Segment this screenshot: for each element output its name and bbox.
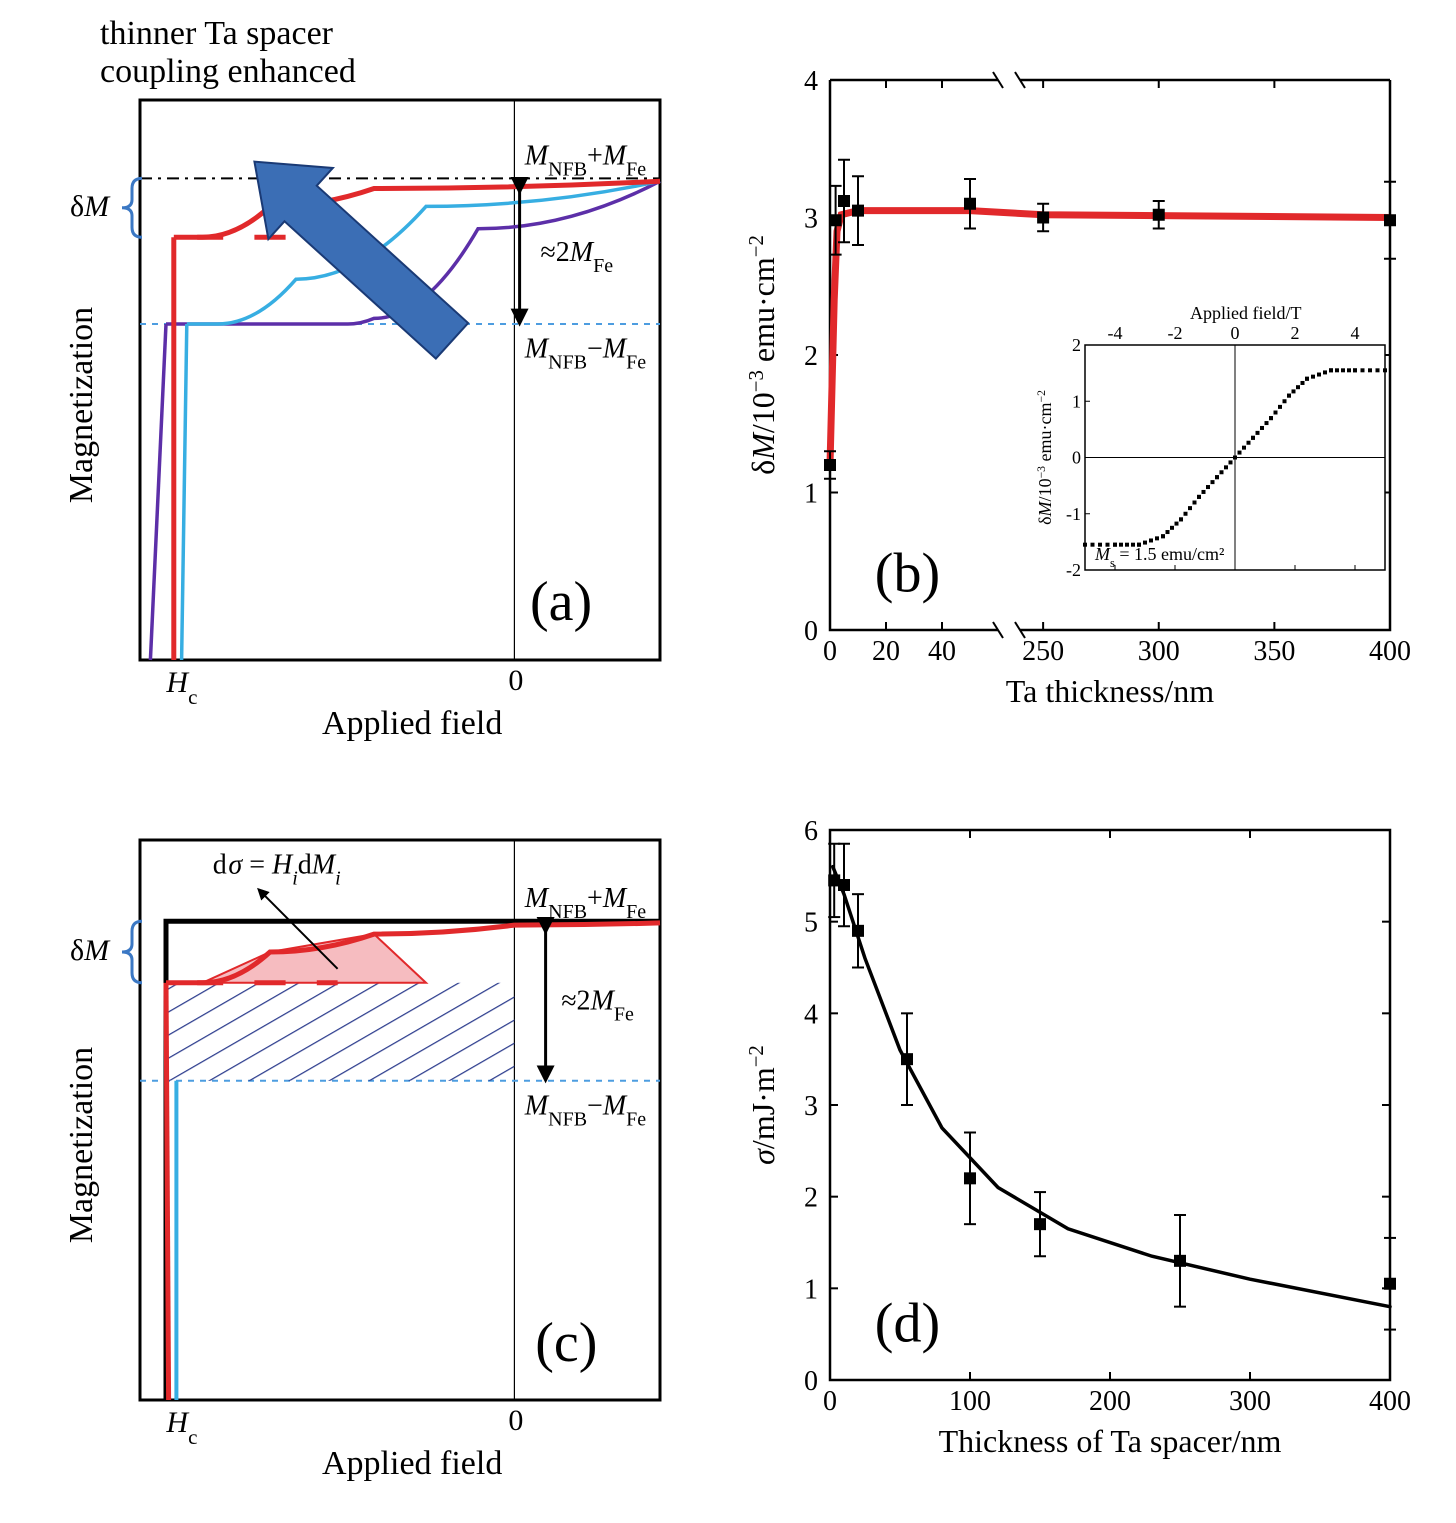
svg-text:Hc: Hc	[165, 666, 197, 709]
svg-text:0: 0	[823, 1386, 837, 1417]
svg-text:2: 2	[804, 1183, 818, 1214]
panel-b: 0123402040250300350400Ta thickness/nmδM/…	[745, 66, 1412, 709]
svg-text:thinner Ta spacer: thinner Ta spacer	[100, 15, 334, 52]
svg-text:Magnetization: Magnetization	[63, 307, 100, 503]
svg-text:coupling enhanced: coupling enhanced	[100, 53, 356, 90]
svg-text:0: 0	[1231, 323, 1240, 343]
four-panel-figure: 0 Hc Applied field Magnetization thinner Ta …	[0, 0, 1456, 1523]
svg-text:σ = HidMi: σ = HidMi	[228, 850, 340, 890]
svg-text:MNFB+MFe: MNFB+MFe	[524, 883, 646, 923]
panel-d: 0 1 2 3 4 5 6 0 100 200 300 400 Thickness of Ta spac…	[745, 816, 1412, 1459]
svg-text:2: 2	[1072, 335, 1081, 355]
svg-text:δM: δM	[70, 934, 111, 967]
svg-text:-2: -2	[1066, 560, 1081, 580]
svg-text:250: 250	[1022, 636, 1064, 667]
svg-text:0: 0	[1072, 448, 1081, 468]
svg-text:MNFB+MFe: MNFB+MFe	[524, 140, 646, 180]
svg-text:200: 200	[1089, 1386, 1131, 1417]
svg-text:300: 300	[1138, 636, 1180, 667]
svg-text:Hc: Hc	[165, 1406, 197, 1449]
svg-text:2: 2	[1291, 323, 1300, 343]
svg-text:0: 0	[823, 636, 837, 667]
svg-text:350: 350	[1253, 636, 1295, 667]
svg-text:δM/10−3 emu·cm−2: δM/10−3 emu·cm−2	[745, 235, 782, 475]
svg-text:0: 0	[804, 1366, 818, 1397]
svg-text:0: 0	[804, 616, 818, 647]
svg-text:400: 400	[1369, 1386, 1411, 1417]
svg-text:2: 2	[804, 341, 818, 372]
svg-text:Ta thickness/nm: Ta thickness/nm	[1006, 673, 1215, 709]
svg-text:δM/10−3 emu·cm−2: δM/10−3 emu·cm−2	[1035, 390, 1056, 525]
svg-text:≈2MFe: ≈2MFe	[540, 237, 613, 277]
svg-text:Applied field/T: Applied field/T	[1190, 303, 1301, 323]
svg-text:Applied field: Applied field	[322, 1445, 502, 1482]
svg-text:δM: δM	[70, 190, 111, 223]
svg-text:(a): (a)	[530, 571, 592, 633]
panel-c: 0 Hc Applied field Magnetization δM dσ = HidM…	[63, 840, 660, 1482]
svg-text:Thickness of Ta spacer/nm: Thickness of Ta spacer/nm	[939, 1423, 1282, 1459]
svg-text:3: 3	[804, 204, 818, 235]
svg-text:(c): (c)	[535, 1312, 597, 1374]
svg-text:400: 400	[1369, 636, 1411, 667]
svg-text:1: 1	[1072, 391, 1081, 411]
svg-text:1: 1	[804, 479, 818, 510]
svg-text:-1: -1	[1066, 504, 1081, 524]
svg-text:σ/mJ·m−2: σ/mJ·m−2	[745, 1045, 782, 1165]
svg-text:40: 40	[928, 636, 956, 667]
svg-text:1: 1	[804, 1274, 818, 1305]
svg-text:Applied field: Applied field	[322, 705, 502, 742]
svg-text:5: 5	[804, 908, 818, 939]
svg-text:100: 100	[949, 1386, 991, 1417]
svg-text:≈2MFe: ≈2MFe	[561, 985, 634, 1025]
svg-text:0: 0	[508, 1404, 523, 1437]
svg-text:4: 4	[1351, 323, 1360, 343]
svg-text:MNFB−MFe: MNFB−MFe	[524, 1090, 646, 1130]
svg-text:0: 0	[508, 664, 523, 697]
svg-text:(b): (b)	[875, 543, 940, 605]
svg-text:MNFB−MFe: MNFB−MFe	[524, 334, 646, 374]
svg-text:6: 6	[804, 816, 818, 847]
panel-a: 0 Hc Applied field Magnetization thinner Ta …	[63, 15, 660, 742]
svg-text:d: d	[213, 850, 227, 881]
svg-text:-4: -4	[1108, 323, 1123, 343]
svg-text:20: 20	[872, 636, 900, 667]
svg-text:3: 3	[804, 1091, 818, 1122]
svg-text:4: 4	[804, 66, 818, 97]
svg-text:300: 300	[1229, 1386, 1271, 1417]
svg-text:4: 4	[804, 999, 818, 1030]
svg-text:(d): (d)	[875, 1293, 940, 1355]
svg-text:Magnetization: Magnetization	[63, 1047, 100, 1243]
svg-text:-2: -2	[1168, 323, 1183, 343]
